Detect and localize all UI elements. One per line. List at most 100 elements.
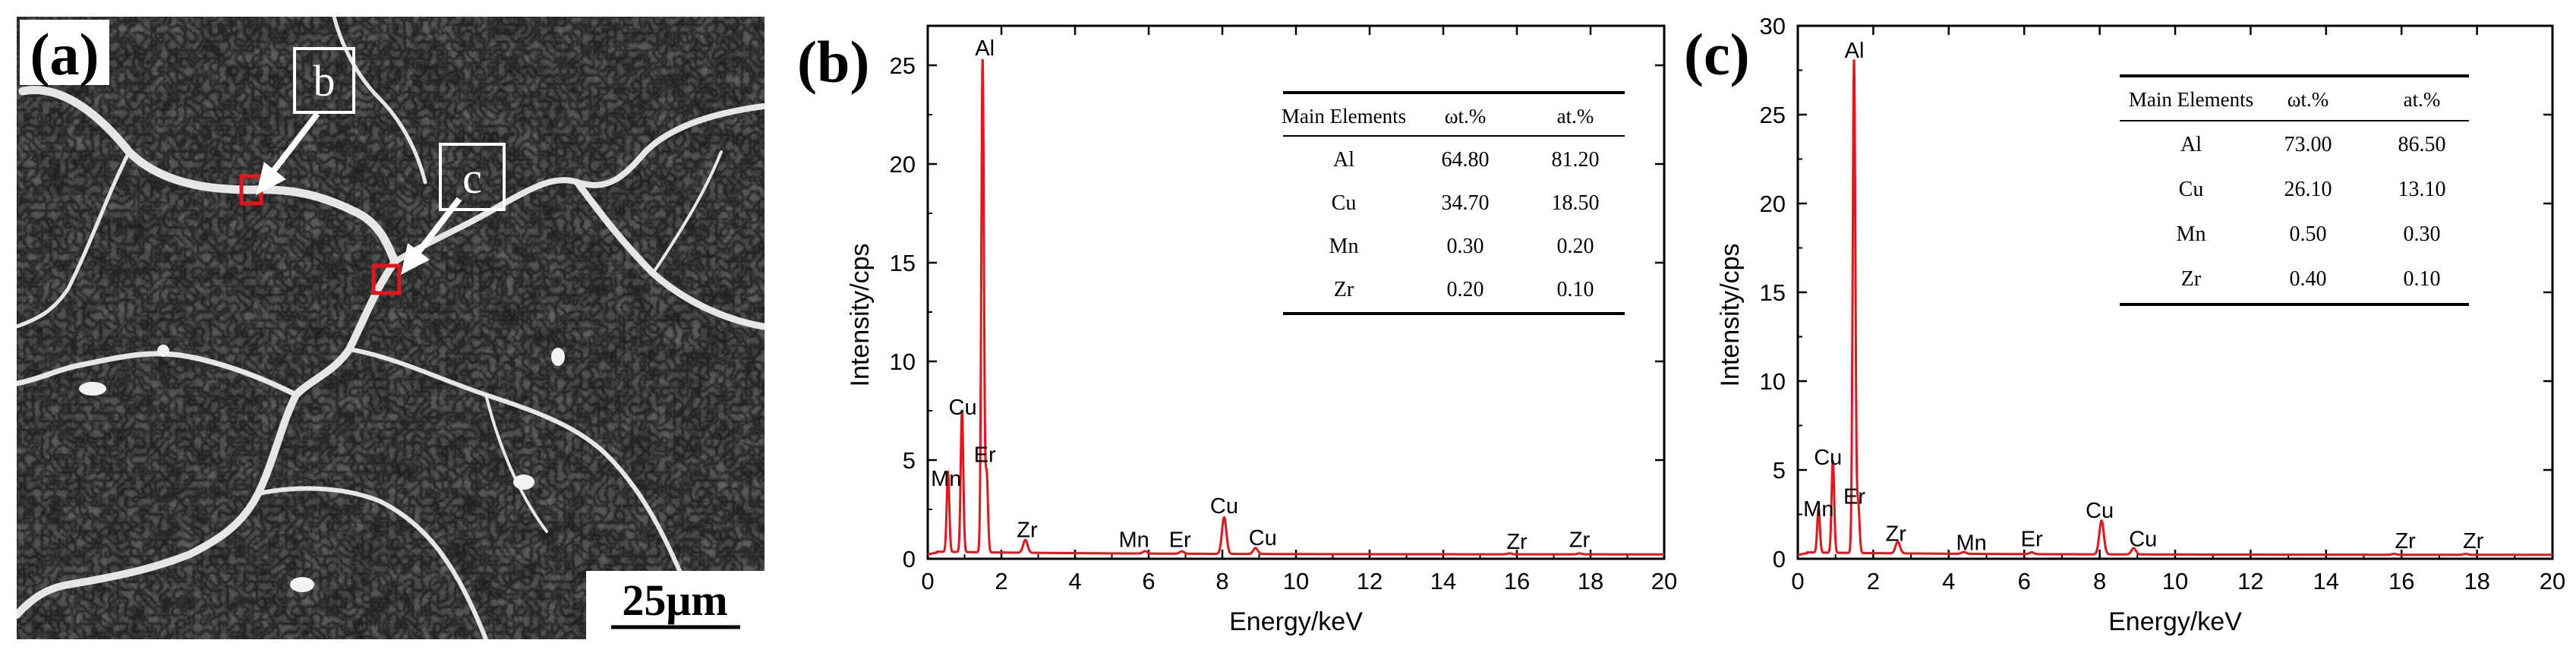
x-axis-title: Energy/keV [2108,607,2242,636]
table-cell: Cu [2179,178,2204,201]
table-cell: Cu [1332,191,1357,215]
arrow-c-head [401,243,430,275]
x-tick-label: 16 [2388,568,2414,594]
x-tick-label: 2 [995,568,1007,594]
y-axis-title: Intensity/cps [846,244,875,387]
y-tick-label: 0 [903,546,916,572]
scale-bar-label: 25μm [622,575,727,625]
peak-label: Zr [2395,529,2416,553]
peak-label: Zr [1506,530,1528,554]
x-tick-label: 6 [2018,568,2031,594]
grain-boundary [18,86,399,266]
x-tick-label: 10 [1283,568,1309,594]
peak-label: Er [1169,528,1191,552]
precipitates [79,345,565,592]
y-tick-label: 0 [1773,546,1786,572]
table-cell: 0.10 [2404,267,2441,291]
y-tick-label: 25 [1760,102,1786,128]
y-tick-label: 10 [890,348,916,375]
y-tick-label: 15 [1760,279,1786,306]
spectrum-line [927,58,1664,556]
precipitate [157,345,169,357]
label-b: b [293,47,355,114]
table-cell: Al [1333,148,1354,172]
table-cell: 0.20 [1557,235,1594,258]
grain-boundary [484,393,548,533]
x-tick-label: 12 [1357,568,1383,594]
grain-boundaries [17,17,765,639]
peak-label: Cu [1210,494,1238,519]
x-tick-label: 0 [921,568,934,594]
grain-boundary [256,486,488,639]
grain-boundary [17,150,131,329]
arrow-b-shaft [266,112,320,178]
eds-chart-c: (c) 0 2 4 6 8 10 12 14 16 18 20 0 5 10 15 20 25 30 Energy/k… [1684,13,2565,636]
label-c: c [439,143,506,211]
table-cell: 13.10 [2398,178,2446,201]
y-axis-title: Intensity/cps [1716,244,1745,387]
table-cell: 34.70 [1442,191,1490,215]
y-tick-label: 10 [1760,368,1786,395]
x-tick-label: 6 [1142,568,1155,594]
composition-table: Main Elements ωt.% at.% Al 73.00 86.50 Cu 26.10… [2120,74,2469,306]
table-cell: 0.30 [1447,235,1484,258]
grain-boundary [332,17,427,184]
grain-boundary [17,351,299,398]
peak-label: Cu [949,396,977,420]
table-cell: 0.30 [2404,222,2441,246]
x-tick-label: 18 [2464,568,2489,594]
table-cell: 64.80 [1442,148,1490,172]
grain-boundary [347,347,708,639]
table-cell: 0.40 [2290,267,2327,291]
peak-label: Zr [1017,518,1038,542]
y-tick-label: 15 [890,250,916,276]
y-tick-label: 5 [1773,457,1786,484]
table-header: Main Elements [2129,88,2253,111]
panel-label-b: (b) [797,29,869,95]
table-cell: Mn [2177,222,2206,246]
peak-label: Zr [1569,528,1591,552]
table-cell: 26.10 [2284,178,2332,201]
x-tick-label: 8 [1215,568,1228,594]
x-tick-label: 10 [2162,568,2188,594]
x-tick-label: 4 [1068,568,1081,594]
x-axis-title: Energy/keV [1229,607,1363,636]
composition-table: Main Elements ωt.% at.% Al 64.80 81.20 Cu 34.70… [1282,91,1625,315]
table-cell: 86.50 [2398,133,2446,156]
label-c-text: c [462,153,482,203]
table-header: ωt.% [2288,88,2329,111]
peak-label: Cu [1249,526,1277,550]
x-tick-label: 20 [2540,568,2565,594]
peak-label: Al [975,36,995,61]
spectrum-line [1797,59,2552,557]
label-b-text: b [314,56,336,106]
table-cell: Zr [1334,278,1354,301]
peak-label: Cu [2129,528,2157,552]
x-tick-label: 18 [1578,568,1603,594]
x-tick-label: 2 [1867,568,1880,594]
table-header: Main Elements [1282,105,1406,128]
y-tick-label: 30 [1760,13,1786,39]
x-tick-label: 12 [2237,568,2263,594]
peak-label: Mn [1956,531,1986,555]
x-tick-label: 14 [1430,568,1456,594]
peak-label: Zr [1886,522,1907,547]
sem-image-panel: b c (a) 25μm [17,17,765,639]
panel-a-label-bg [20,20,109,85]
precipitate [79,382,106,396]
peak-label: Er [974,443,996,468]
peak-label: Mn [1118,528,1149,552]
arrows [256,112,462,275]
y-tick-label: 25 [890,52,916,79]
eds-chart-b: (b) 0 2 4 6 8 10 12 14 16 18 20 0 5 10 15 20 25 Energy/keV… [797,24,1677,636]
table-header: at.% [1557,105,1594,128]
x-tick-label: 20 [1651,568,1677,594]
table-cell: 73.00 [2284,133,2332,156]
precipitate [551,348,565,366]
precipitate [513,475,534,490]
analysis-point-c[interactable] [371,263,402,295]
table-header: at.% [2404,88,2441,111]
table-cell: Mn [1329,235,1359,258]
y-tick-label: 5 [903,447,916,474]
